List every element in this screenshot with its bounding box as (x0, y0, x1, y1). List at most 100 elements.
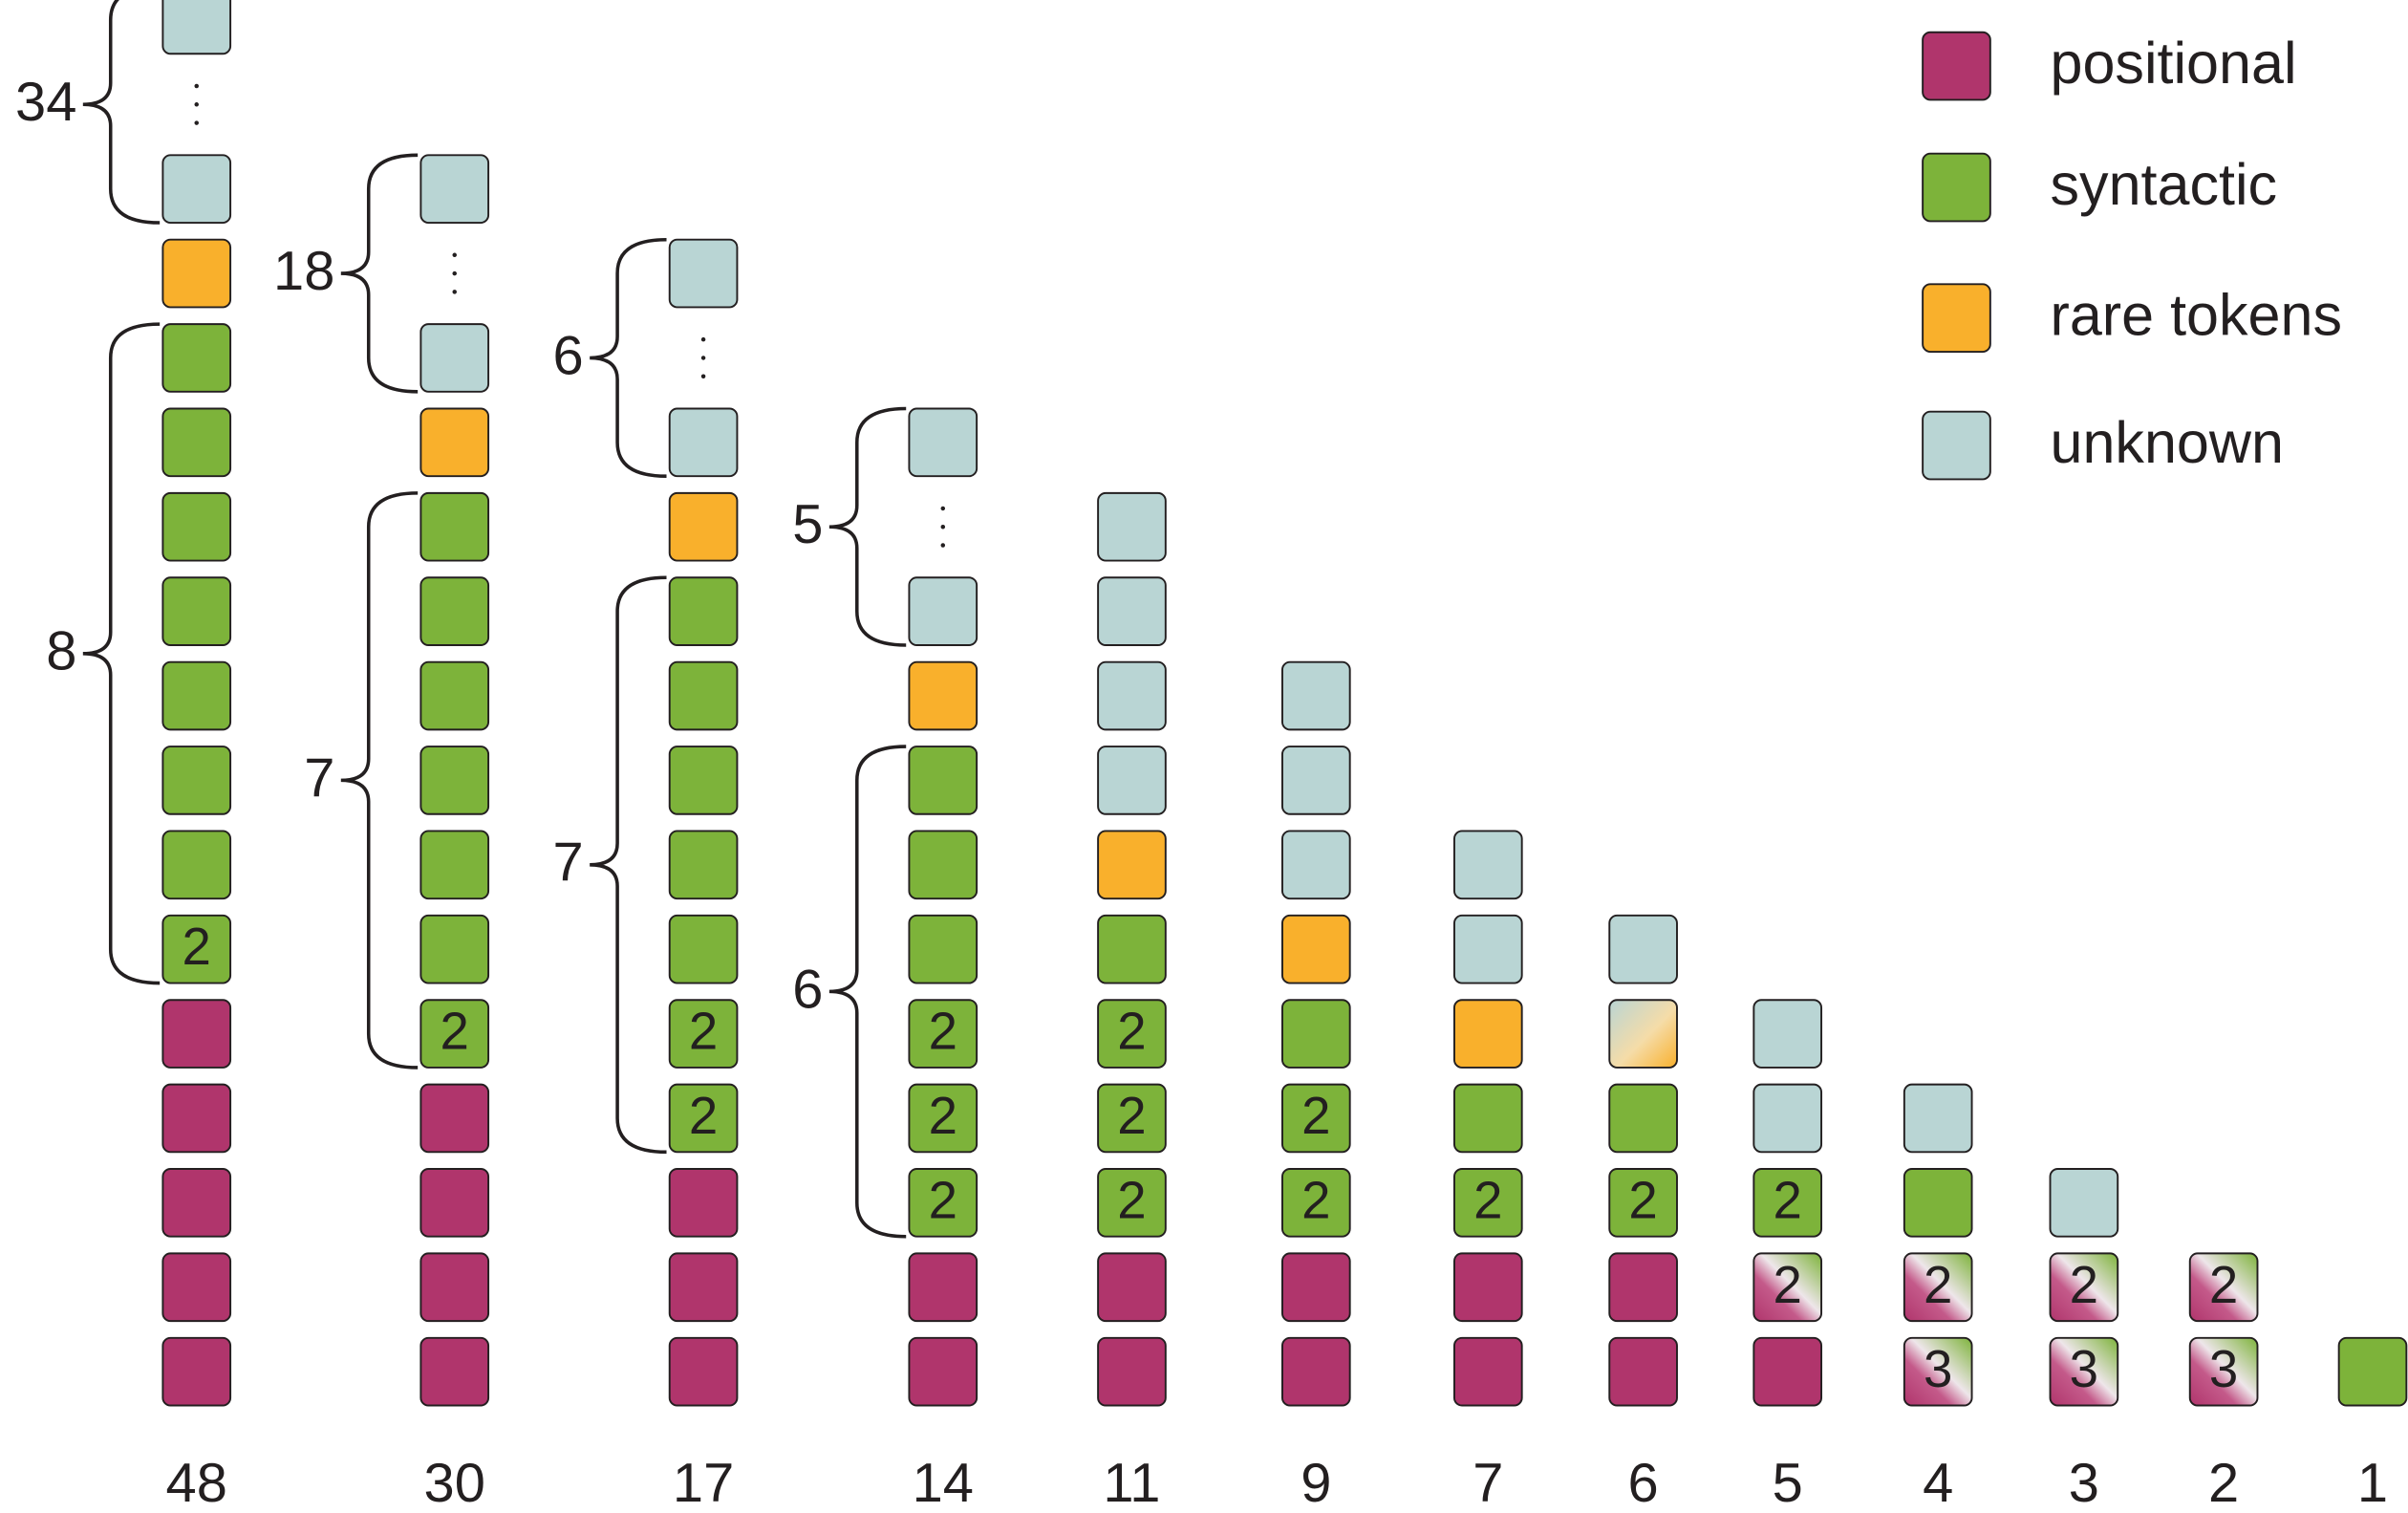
head-cell (2337, 1336, 2408, 1407)
ellipsis-dot (700, 356, 706, 360)
head-cell (908, 660, 978, 731)
head-cell (1452, 830, 1523, 900)
brace-label: 6 (553, 325, 584, 386)
cell-count: 2 (1117, 1087, 1146, 1145)
column: 3 2 2 (2188, 1252, 2259, 1513)
ellipsis-dot (940, 524, 946, 530)
head-cell (908, 746, 978, 815)
head-cell (668, 830, 739, 900)
head-cell (419, 491, 490, 562)
head-cell (419, 1252, 490, 1323)
legend-label: positional (2051, 31, 2297, 96)
head-cell (419, 576, 490, 646)
head-cell (2049, 1168, 2119, 1238)
brace (82, 0, 161, 225)
column-label: 2 (2208, 1453, 2239, 1513)
head-cell (419, 407, 490, 478)
head-cell (419, 746, 490, 815)
legend-item: positional (1922, 31, 2297, 101)
column-label: 14 (913, 1453, 974, 1513)
column: 2 2 7 6 17 (553, 237, 739, 1513)
column: 2 2 2 6 5 14 (792, 406, 978, 1513)
brace (340, 491, 419, 1070)
head-cell (1752, 999, 1823, 1069)
legend-item: syntactic (1922, 152, 2277, 223)
head-cell (1097, 830, 1167, 900)
head-cell (1452, 1168, 1523, 1238)
brace-label: 6 (792, 959, 823, 1020)
column-label: 11 (1103, 1453, 1160, 1513)
head-cell (1097, 1083, 1167, 1154)
head-cell (161, 660, 232, 731)
head-cell (668, 999, 739, 1069)
legend-swatch (1922, 410, 1991, 481)
head-cell (1280, 1083, 1351, 1154)
ellipsis-dot (452, 270, 457, 276)
legend-swatch (1922, 31, 1991, 101)
head-cell (668, 746, 739, 815)
head-cell (1280, 914, 1351, 984)
cell-count: 3 (2209, 1340, 2238, 1398)
head-cell (1452, 1336, 1523, 1407)
cell-count: 2 (1774, 1171, 1802, 1229)
ellipsis-dot (452, 252, 457, 258)
head-cell (419, 660, 490, 731)
head-cell (1097, 660, 1167, 731)
cell-count: 2 (2209, 1256, 2238, 1314)
column-label: 3 (2069, 1453, 2099, 1513)
column: 2 7 18 30 (273, 153, 490, 1513)
column-label: 9 (1301, 1453, 1331, 1513)
head-cell (419, 830, 490, 900)
cell-count: 2 (689, 1087, 718, 1145)
brace-label: 8 (46, 621, 76, 682)
cell-count: 2 (1924, 1256, 1952, 1314)
head-cell (1280, 1252, 1351, 1323)
brace (590, 575, 667, 1155)
head-cell (668, 1336, 739, 1407)
head-cell (161, 1168, 232, 1238)
ellipsis-dot (700, 336, 706, 342)
head-cell (419, 1336, 490, 1407)
head-cell (1752, 1083, 1823, 1154)
brace (340, 153, 419, 394)
cell-count: 2 (183, 918, 211, 976)
head-cell (1903, 1252, 1973, 1323)
cell-count: 2 (1301, 1087, 1330, 1145)
cell-count: 3 (2070, 1340, 2098, 1398)
head-cell (908, 830, 978, 900)
column-label: 7 (1473, 1453, 1503, 1513)
head-cell (1608, 1083, 1678, 1154)
cell-count: 2 (1117, 1171, 1146, 1229)
head-cell (161, 1336, 232, 1407)
head-cell (2049, 1336, 2119, 1407)
head-cell (1452, 999, 1523, 1069)
ellipsis-dot (194, 83, 199, 89)
head-cell (161, 1083, 232, 1154)
column: 1 (2337, 1336, 2408, 1513)
column-label: 4 (1923, 1453, 1953, 1513)
column: 2 2 5 (1752, 999, 1823, 1513)
column-label: 48 (166, 1453, 227, 1513)
column-label: 6 (1628, 1453, 1659, 1513)
head-cell (908, 914, 978, 984)
column-label: 5 (1773, 1453, 1803, 1513)
head-cell (2188, 1336, 2259, 1407)
cell-count: 3 (1924, 1340, 1952, 1398)
head-cell (1097, 576, 1167, 646)
column: 3 2 3 (2049, 1168, 2119, 1513)
column-label: 30 (424, 1453, 485, 1513)
head-cell (419, 999, 490, 1069)
head-cell (668, 914, 739, 984)
column-label: 1 (2357, 1453, 2388, 1513)
head-cell (1097, 491, 1167, 562)
brace-label: 18 (273, 241, 334, 302)
head-cell (1752, 1252, 1823, 1323)
ellipsis-dot (194, 102, 199, 107)
head-cell (1280, 660, 1351, 731)
head-cell (161, 0, 232, 55)
column-label: 17 (673, 1453, 734, 1513)
brace-label: 7 (304, 747, 334, 809)
head-cell (908, 1252, 978, 1323)
